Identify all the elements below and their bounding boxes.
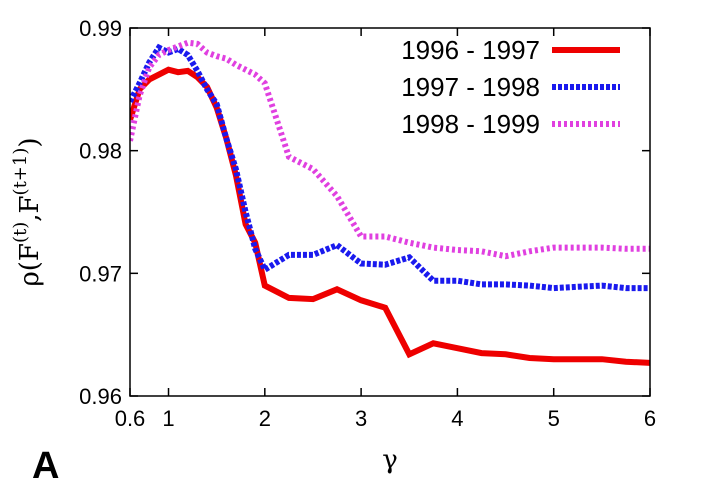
y-tick-label: 0.96 bbox=[79, 384, 122, 409]
y-label-rho: ρ(F bbox=[15, 243, 45, 286]
x-tick-label: 6 bbox=[644, 406, 656, 431]
legend-label: 1997 - 1998 bbox=[401, 72, 540, 102]
x-axis: 0.6 1 2 3 4 5 6 bbox=[115, 28, 656, 431]
y-tick-label: 0.97 bbox=[79, 261, 122, 286]
x-tick-label: 1 bbox=[162, 406, 174, 431]
y-label-mid: ,F bbox=[15, 195, 45, 221]
series-layer bbox=[130, 39, 650, 366]
y-axis-label: ρ(F(t),F(t+1)) bbox=[10, 137, 45, 286]
y-label-close: ) bbox=[15, 137, 45, 147]
x-tick-label: 2 bbox=[259, 406, 271, 431]
x-axis-label: γ bbox=[382, 445, 398, 475]
legend: 1996 - 1997 1997 - 1998 1998 - 1999 bbox=[401, 35, 620, 139]
y-label-sup-t1: (t+1) bbox=[10, 148, 31, 196]
panel-label: A bbox=[32, 445, 59, 487]
y-label-sup-t: (t) bbox=[10, 222, 31, 243]
y-tick-label: 0.99 bbox=[79, 16, 122, 41]
series-line-2 bbox=[130, 43, 650, 292]
x-tick-label: 5 bbox=[548, 406, 560, 431]
series-line-1 bbox=[130, 66, 650, 366]
x-tick-label: 3 bbox=[355, 406, 367, 431]
legend-label: 1998 - 1999 bbox=[401, 109, 540, 139]
series-line-3 bbox=[130, 39, 650, 260]
y-axis: 0.96 0.97 0.98 0.99 bbox=[79, 16, 650, 409]
x-tick-label: 0.6 bbox=[115, 406, 146, 431]
plot-frame bbox=[129, 27, 651, 397]
x-tick-label: 4 bbox=[451, 406, 463, 431]
legend-label: 1996 - 1997 bbox=[401, 35, 540, 65]
y-tick-label: 0.98 bbox=[79, 139, 122, 164]
